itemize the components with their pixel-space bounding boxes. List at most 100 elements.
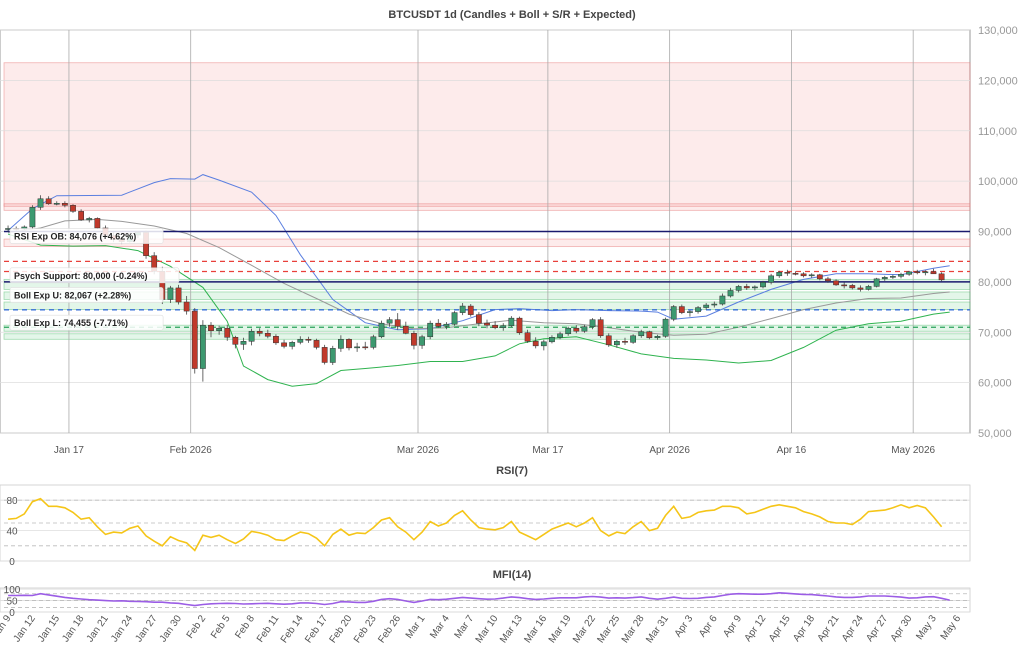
bottom-date-label: Feb 11 xyxy=(255,613,282,645)
price-tick-label: 100,000 xyxy=(978,176,1018,188)
bottom-date-label: Jan 30 xyxy=(158,613,184,644)
bottom-date-label: Mar 22 xyxy=(571,613,598,645)
candle-body xyxy=(313,340,320,348)
candle-body xyxy=(711,303,718,306)
bottom-date-label: Apr 30 xyxy=(889,613,915,644)
candle-body xyxy=(216,327,223,331)
candle-body xyxy=(492,324,499,328)
rsi-tick-label: 80 xyxy=(6,496,18,507)
price-tick-label: 110,000 xyxy=(978,126,1017,138)
candle-body xyxy=(484,322,490,326)
bottom-date-label: Jan 15 xyxy=(36,613,62,644)
candle-body xyxy=(70,205,76,212)
price-tick-label: 50,000 xyxy=(978,428,1012,440)
bottom-date-label: Mar 1 xyxy=(404,613,428,641)
candle-body xyxy=(459,305,466,313)
candle-body xyxy=(581,326,588,332)
candle-body xyxy=(873,278,880,287)
rsi-panel-title: RSI(7) xyxy=(496,465,528,477)
price-tick-label: 70,000 xyxy=(978,327,1012,339)
resistance-zone-0 xyxy=(3,62,971,207)
annotation-label: RSI Exp OB: 84,076 (+4.62%) xyxy=(14,232,136,242)
bottom-date-label: May 6 xyxy=(939,613,964,642)
candle-body xyxy=(475,314,482,324)
candle-body xyxy=(5,228,11,230)
candle-body xyxy=(354,346,361,349)
candle-body xyxy=(695,307,701,312)
candle-body xyxy=(37,198,44,208)
candle-body xyxy=(760,282,766,288)
candle-body xyxy=(622,341,628,343)
candle-body xyxy=(386,319,393,324)
mfi-tick-label: 50 xyxy=(6,597,18,608)
annotation-box xyxy=(9,267,180,284)
candle-body xyxy=(865,286,872,290)
candle-body xyxy=(833,280,839,286)
candle-body xyxy=(792,273,799,275)
candle-body xyxy=(500,325,507,328)
bottom-date-label: Feb 17 xyxy=(303,613,330,645)
annotation-label: Boll Exp U: 82,067 (+2.28%) xyxy=(14,290,131,300)
candle-body xyxy=(816,274,823,280)
candle-body xyxy=(881,277,888,280)
candle-body xyxy=(841,284,848,287)
candle-body xyxy=(532,341,539,347)
bottom-date-label: Mar 28 xyxy=(620,613,647,645)
candle-body xyxy=(825,278,831,282)
candle-body xyxy=(654,336,661,339)
candle-body xyxy=(516,317,523,334)
candle-body xyxy=(557,333,563,338)
candle-body xyxy=(719,295,726,305)
bottom-date-label: Feb 5 xyxy=(209,613,233,641)
candle-body xyxy=(191,310,198,369)
bottom-date-label: Mar 10 xyxy=(474,613,501,645)
candle-body xyxy=(784,272,791,274)
candle-body xyxy=(589,319,596,327)
bottom-date-label: Feb 2 xyxy=(185,613,209,641)
price-tick-label: 120,000 xyxy=(978,75,1018,87)
candle-body xyxy=(613,341,620,346)
candle-body xyxy=(524,332,531,342)
mfi-tick-label: 0 xyxy=(9,608,15,619)
candle-body xyxy=(29,207,36,228)
bottom-date-label: Apr 18 xyxy=(791,613,817,644)
main-chart-title: BTCUSDT 1d (Candles + Boll + S/R + Expec… xyxy=(388,9,636,21)
bottom-date-label: Apr 6 xyxy=(697,613,720,639)
candle-body xyxy=(922,271,929,274)
candle-body xyxy=(849,285,856,289)
candle-body xyxy=(329,348,336,363)
candle-body xyxy=(224,327,231,338)
candle-body xyxy=(264,333,271,337)
price-tick-label: 130,000 xyxy=(978,25,1018,37)
date-tick-label: Apr 16 xyxy=(777,445,807,456)
candle-body xyxy=(346,339,352,349)
candle-body xyxy=(549,337,555,343)
candle-body xyxy=(208,324,214,331)
candle-body xyxy=(646,331,653,339)
candle-body xyxy=(678,306,685,313)
bottom-date-label: Apr 21 xyxy=(816,613,842,644)
bottom-date-label: Feb 14 xyxy=(279,613,306,645)
bottom-date-label: Apr 27 xyxy=(864,613,890,644)
candle-body xyxy=(565,327,572,335)
candle-body xyxy=(808,274,815,277)
mfi-line xyxy=(8,591,950,607)
candle-body xyxy=(199,324,206,369)
bottom-date-label: Mar 13 xyxy=(498,613,525,645)
bottom-date-label: Mar 7 xyxy=(453,613,477,641)
candle-body xyxy=(167,287,174,300)
bottom-date-label: Mar 19 xyxy=(547,613,574,645)
candle-body xyxy=(906,271,913,275)
candle-body xyxy=(768,275,775,283)
bottom-date-label: Feb 23 xyxy=(352,613,379,645)
candle-body xyxy=(256,330,263,334)
candle-body xyxy=(183,301,190,312)
annotation-box xyxy=(9,314,164,331)
bottom-date-label: Feb 8 xyxy=(233,613,257,641)
support-zone-3 xyxy=(3,278,971,290)
rsi-line xyxy=(8,497,943,552)
candle-body xyxy=(94,218,101,229)
candle-body xyxy=(889,276,896,278)
candle-body xyxy=(419,336,425,346)
